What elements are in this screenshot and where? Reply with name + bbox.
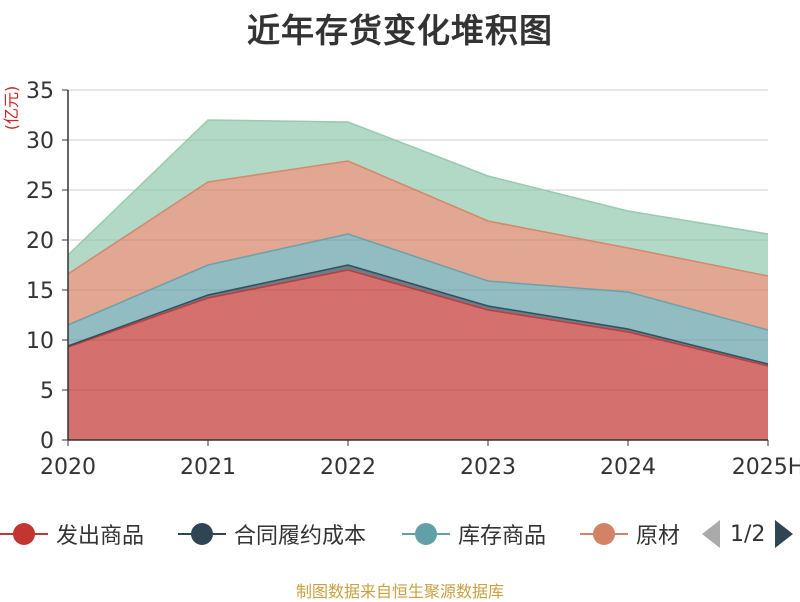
legend-marker-0 [0, 519, 48, 549]
line-series-4 [67, 119, 769, 256]
legend: 发出商品 合同履约成本 库存商品 原材 [0, 516, 800, 552]
legend-prev-arrow-icon[interactable] [702, 520, 720, 548]
x-tick-label-1: 2021 [180, 455, 236, 480]
legend-label-1: 合同履约成本 [234, 524, 367, 549]
y-tick-label-6: 30 [26, 129, 54, 154]
x-tick-label-3: 2023 [460, 455, 516, 480]
area-series-4 [68, 120, 768, 276]
legend-item-3[interactable]: 原材 [580, 516, 680, 552]
legend-marker-2 [402, 519, 450, 549]
legend-label-2: 库存商品 [458, 524, 547, 549]
legend-dot-2 [415, 523, 437, 545]
x-tick-label-2: 2022 [320, 455, 376, 480]
legend-marker-3 [580, 519, 628, 549]
line-series-2 [67, 233, 769, 331]
y-tick-label-2: 10 [26, 329, 54, 354]
stacked-area-chart: 0 5 10 15 20 25 30 35 2020 2021 2022 2023 2024 2025H [26, 79, 800, 480]
legend-dot-3 [593, 523, 615, 545]
legend-next-arrow-icon[interactable] [775, 520, 794, 548]
legend-dot-1 [191, 523, 213, 545]
x-tick-label-5: 2025H [732, 455, 800, 480]
legend-label-3: 原材 [636, 524, 680, 549]
data-source-note: 制图数据来自恒生聚源数据库 [295, 582, 504, 601]
legend-item-1[interactable]: 合同履约成本 [178, 516, 366, 552]
y-tick-label-1: 5 [40, 379, 54, 404]
line-series-1 [67, 264, 769, 365]
legend-page-indicator: 1/2 [730, 521, 766, 547]
area-series-3 [68, 161, 768, 330]
legend-marker-1 [178, 519, 226, 549]
legend-item-0[interactable]: 发出商品 [0, 516, 144, 552]
y-tick-label-4: 20 [26, 229, 54, 254]
y-tick-label-3: 15 [26, 279, 54, 304]
line-series-3 [67, 160, 769, 277]
legend-label-0: 发出商品 [56, 524, 145, 549]
y-tick-label-0: 0 [40, 429, 54, 454]
x-tick-label-0: 2020 [40, 455, 96, 480]
legend-pager: 1/2 [702, 516, 794, 552]
area-series-0 [68, 270, 768, 440]
legend-item-2[interactable]: 库存商品 [402, 516, 546, 552]
chart-title: 近年存货变化堆积图 [247, 11, 553, 50]
area-series-2 [68, 234, 768, 364]
line-series-0 [67, 269, 769, 367]
y-tick-label-5: 25 [26, 179, 54, 204]
x-tick-label-4: 2024 [600, 455, 656, 480]
y-tick-label-7: 35 [26, 79, 54, 104]
legend-dot-0 [13, 523, 35, 545]
